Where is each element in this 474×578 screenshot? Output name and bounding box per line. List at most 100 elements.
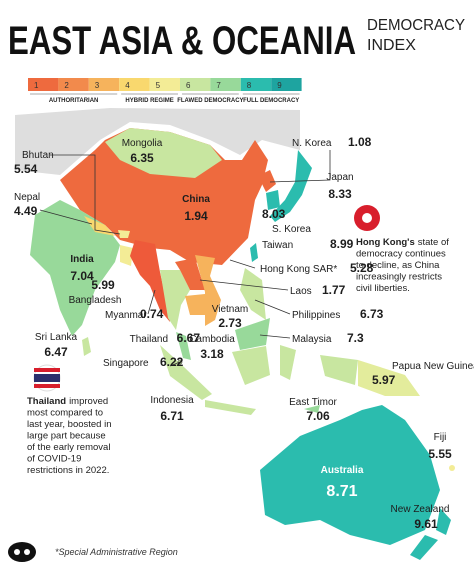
country-name: Singapore	[103, 358, 149, 369]
legend-number: 2	[64, 81, 69, 90]
legend-number: 1	[34, 81, 39, 90]
country-name: Philippines	[292, 310, 340, 321]
legend-swatch	[119, 78, 150, 91]
legend-swatch	[28, 78, 59, 91]
country-name: Thailand	[130, 334, 168, 345]
leader-line	[50, 154, 121, 235]
country-score: 8.71	[326, 483, 357, 500]
country-name: Nepal	[14, 192, 40, 203]
south-korea	[266, 190, 280, 210]
country-score: 5.54	[14, 162, 38, 176]
indonesia	[320, 355, 358, 385]
country-name: Bangladesh	[69, 295, 122, 306]
country-score: 7.3	[347, 331, 364, 345]
country-score: 0.74	[140, 307, 164, 321]
malaysia	[176, 332, 191, 360]
note-line: most compared to	[27, 408, 103, 419]
country-score: 9.61	[414, 517, 438, 531]
country-score: 5.99	[91, 278, 115, 292]
note-line: of the early removal	[27, 442, 110, 453]
title: EAST ASIA & OCEANIA	[8, 19, 356, 63]
new-zealand	[410, 535, 438, 560]
indonesia	[280, 345, 296, 380]
note-text: state of	[418, 237, 450, 248]
country-score: 5.28	[350, 261, 374, 275]
note-text: improved	[69, 396, 108, 407]
leader-line	[259, 334, 291, 339]
country-score: 8.03	[262, 207, 286, 221]
country-score: 6.47	[44, 345, 68, 359]
myanmar	[130, 240, 170, 322]
country-name: Indonesia	[150, 395, 194, 406]
legend-number: 8	[247, 81, 252, 90]
map	[15, 108, 455, 560]
legend-group: HYBRID REGIME	[125, 98, 173, 104]
country-score: 4.49	[14, 204, 38, 218]
country-name: S. Korea	[272, 224, 311, 235]
country-score: 3.18	[200, 347, 224, 361]
labels: Mongolia 6.35 China 1.94 N. Korea 1.08 Japan 8.…	[14, 135, 474, 531]
country-score: 6.35	[130, 151, 154, 165]
thailand-flag	[33, 364, 61, 392]
mongolia	[105, 128, 222, 178]
country-name: China	[182, 194, 210, 205]
country-name: N. Korea	[292, 138, 332, 149]
india	[30, 200, 120, 336]
sri-lanka	[82, 337, 91, 356]
country-name: Sri Lanka	[35, 332, 78, 343]
hong-kong-flag	[354, 205, 380, 231]
country-name: Laos	[290, 286, 312, 297]
fiji	[449, 465, 455, 471]
country-name: Myanmar	[105, 310, 147, 321]
papua-new-guinea	[358, 360, 420, 396]
leader-line	[39, 209, 93, 225]
note-line: civil liberties.	[356, 283, 410, 294]
country-name: New Zealand	[391, 504, 450, 515]
country-name: East Timor	[289, 397, 337, 408]
indonesia	[205, 400, 256, 415]
philippines	[240, 268, 266, 320]
note-line: Hong Kong's state of	[356, 237, 449, 248]
leader-line	[169, 361, 181, 367]
legend-group: FULL DEMOCRACY	[243, 98, 299, 104]
note-line: large part because	[27, 431, 106, 442]
australia	[260, 405, 440, 545]
legend-swatch	[210, 78, 241, 91]
taiwan	[250, 243, 258, 262]
east-timor	[304, 405, 320, 413]
north-korea	[258, 170, 276, 192]
indonesia	[232, 346, 270, 385]
country-name: Japan	[326, 172, 353, 183]
legend-swatch	[240, 78, 272, 91]
leader-line	[147, 289, 156, 315]
legend-swatch	[180, 78, 211, 91]
country-score: 6.73	[360, 307, 384, 321]
country-name: Cambodia	[189, 334, 235, 345]
note-line: restrictions in 2022.	[27, 465, 109, 476]
country-score: 7.06	[306, 409, 330, 423]
country-score: 8.99	[330, 237, 354, 251]
country-score: 7.04	[70, 269, 94, 283]
country-name: Mongolia	[122, 138, 163, 149]
nepal	[84, 216, 115, 236]
thailand	[160, 270, 190, 330]
leader-line	[269, 150, 331, 183]
note-bold: Thailand	[27, 396, 66, 407]
country-score: 5.97	[372, 373, 396, 387]
footnote: *Special Administrative Region	[55, 547, 178, 557]
leader-line	[254, 299, 291, 315]
land	[15, 108, 300, 175]
legend-swatch	[88, 78, 120, 91]
vietnam	[195, 255, 221, 326]
country-name: Fiji	[434, 432, 447, 443]
note-line: of COVID-19	[27, 454, 81, 465]
country-name: Vietnam	[212, 304, 249, 315]
country-name: Australia	[321, 465, 364, 476]
legend-swatch	[271, 78, 302, 91]
note-line: Thailand improved	[27, 396, 108, 407]
indonesia	[160, 345, 212, 400]
legend-group: AUTHORITARIAN	[49, 98, 99, 104]
japan	[270, 150, 312, 222]
note-line: to decline, as China	[356, 260, 440, 271]
legend-number: 6	[186, 81, 191, 90]
